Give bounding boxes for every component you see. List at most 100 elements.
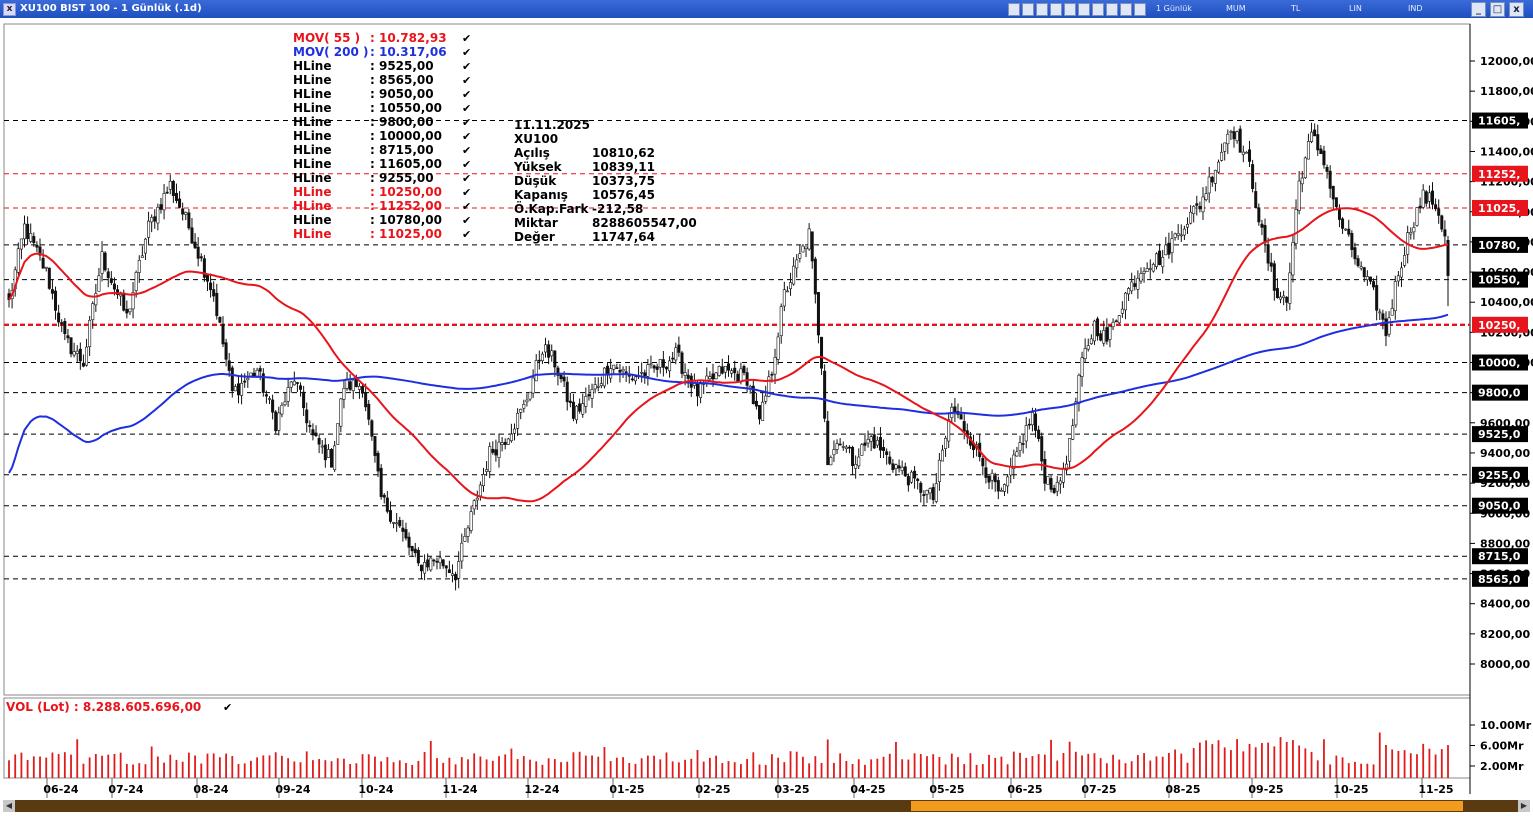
- candle-body: [1446, 239, 1450, 276]
- candle-body: [81, 362, 85, 367]
- scroll-thumb[interactable]: [911, 801, 1463, 811]
- toolbar-period[interactable]: 1 Günlük: [1156, 4, 1192, 13]
- info-key: Yüksek: [513, 160, 563, 174]
- candle-body: [947, 419, 951, 442]
- toolbar-scale[interactable]: LIN: [1349, 4, 1362, 13]
- candle-body: [1220, 151, 1224, 161]
- candle-body: [835, 443, 839, 450]
- hline-label: 10550,: [1478, 274, 1520, 287]
- candle-body: [227, 360, 231, 371]
- candle-body: [1046, 476, 1050, 485]
- toolbar-icon[interactable]: [1036, 3, 1048, 16]
- toolbar-icon[interactable]: [1092, 3, 1104, 16]
- candle-body: [782, 289, 786, 307]
- candle-body: [1071, 425, 1075, 440]
- volume-bar: [361, 754, 364, 778]
- volume-bar: [8, 760, 10, 778]
- window-close-button[interactable]: x: [1509, 2, 1524, 17]
- volume-bar: [1360, 763, 1363, 778]
- candle-body: [717, 366, 721, 376]
- candle-body: [562, 376, 566, 382]
- candle-body: [624, 371, 628, 374]
- candle-body: [1272, 263, 1276, 291]
- volume-bar: [138, 763, 141, 778]
- candle-body: [913, 470, 917, 479]
- candle-body: [85, 346, 89, 366]
- volume-bar: [349, 764, 352, 778]
- candle-body: [1210, 176, 1214, 183]
- volume-bar: [392, 762, 395, 778]
- check-icon: ✔: [462, 144, 471, 157]
- toolbar-icon[interactable]: [1022, 3, 1034, 16]
- toolbar-icon[interactable]: [1078, 3, 1090, 16]
- volume-bar: [1087, 753, 1090, 778]
- scroll-left-icon[interactable]: ◀: [3, 800, 15, 812]
- toolbar-icon[interactable]: [1064, 3, 1076, 16]
- volume-bar: [702, 761, 705, 778]
- candle-body: [919, 482, 923, 493]
- candle-body: [91, 303, 95, 321]
- candle-body: [758, 405, 762, 420]
- volume-bar: [529, 759, 531, 778]
- candle-body: [261, 373, 265, 393]
- maximize-button[interactable]: □: [1490, 2, 1505, 17]
- candle-body: [109, 278, 113, 283]
- volume-bar: [1031, 756, 1034, 778]
- toolbar-icon[interactable]: [1050, 3, 1062, 16]
- candle-body: [1204, 193, 1208, 200]
- candle-body: [590, 389, 594, 399]
- candle-body: [1365, 276, 1369, 280]
- hline-label: 10780,: [1478, 239, 1520, 252]
- candle-body: [537, 359, 541, 362]
- toolbar-currency[interactable]: TL: [1291, 4, 1301, 13]
- scroll-right-icon[interactable]: ▶: [1518, 800, 1530, 812]
- minimize-button[interactable]: _: [1471, 2, 1486, 17]
- candle-body: [996, 480, 1000, 492]
- candle-body: [286, 387, 290, 402]
- candle-body: [962, 421, 966, 432]
- toolbar-candle[interactable]: MUM: [1226, 4, 1246, 13]
- legend-value: : 8565,00: [370, 73, 434, 87]
- toolbar-icon[interactable]: [1106, 3, 1118, 16]
- volume-bar: [653, 755, 655, 778]
- toolbar-icon[interactable]: [1120, 3, 1132, 16]
- toolbar-icon[interactable]: [1008, 3, 1020, 16]
- candle-body: [726, 363, 730, 371]
- toolbar-indicator[interactable]: IND: [1408, 4, 1423, 13]
- close-icon[interactable]: x: [3, 3, 16, 16]
- candle-body: [1294, 209, 1298, 244]
- candle-body: [19, 238, 23, 250]
- candle-body: [423, 562, 427, 574]
- candle-body: [683, 372, 687, 376]
- volume-bar: [1174, 749, 1176, 778]
- candle-body: [677, 344, 681, 353]
- check-icon: ✔: [462, 158, 471, 171]
- candle-body: [1086, 345, 1090, 350]
- candle-body: [891, 463, 895, 470]
- candle-body: [767, 376, 771, 397]
- candle-body: [816, 292, 820, 336]
- volume-bar: [405, 762, 407, 778]
- candle-body: [584, 396, 588, 407]
- candle-body: [854, 464, 858, 469]
- volume-bar: [584, 755, 587, 778]
- price-chart[interactable]: 8000,008200,008400,008600,008800,009000,…: [0, 18, 1533, 800]
- x-tick-label: 12-24: [524, 783, 560, 796]
- toolbar-icon[interactable]: [1134, 3, 1146, 16]
- x-tick-label: 04-25: [850, 783, 885, 796]
- volume-bar: [814, 756, 817, 778]
- volume-bar: [1211, 744, 1214, 778]
- candle-body: [866, 439, 870, 444]
- candle-body: [268, 398, 272, 400]
- volume-bar: [1000, 756, 1003, 778]
- candle-body: [789, 282, 793, 290]
- time-scrollbar[interactable]: ◀ ▶: [3, 800, 1530, 812]
- candle-body: [674, 347, 678, 361]
- candle-body: [661, 359, 665, 368]
- candle-body: [1213, 170, 1217, 184]
- candle-body: [801, 245, 805, 253]
- x-tick-label: 10-24: [358, 783, 394, 796]
- volume-bar: [795, 751, 798, 778]
- volume-bar: [659, 759, 662, 778]
- candle-body: [1006, 476, 1010, 487]
